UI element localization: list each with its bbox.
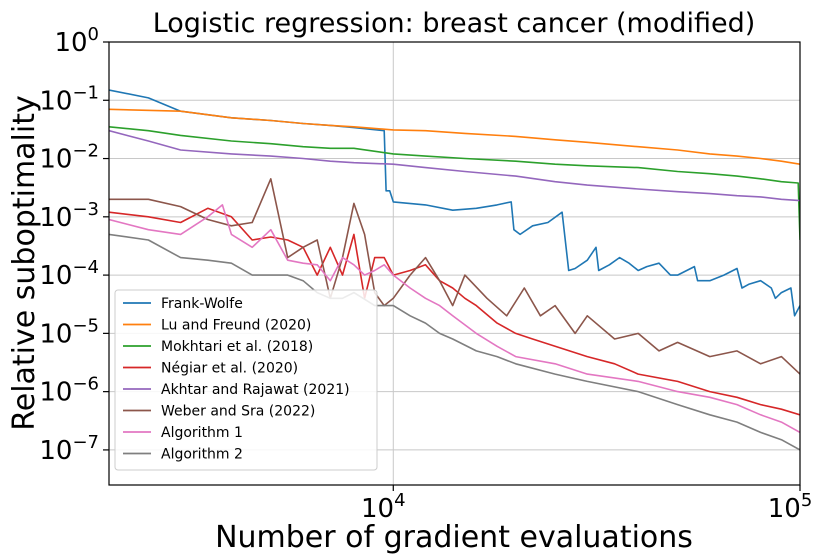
- y-tick-label: 100: [54, 24, 99, 58]
- x-tick-label: 104: [361, 490, 406, 524]
- series-line: [109, 178, 800, 375]
- y-tick-label: 10−3: [39, 199, 99, 233]
- x-axis-label: Number of gradient evaluations: [215, 520, 693, 555]
- legend-label: Akhtar and Rajawat (2021): [161, 382, 350, 398]
- legend-label: Lu and Freund (2020): [161, 318, 311, 334]
- x-tick-label: 105: [768, 490, 813, 524]
- y-tick-label: 10−6: [39, 374, 99, 408]
- chart-title: Logistic regression: breast cancer (modi…: [153, 8, 756, 39]
- legend-box: [114, 289, 378, 471]
- series-layer: [109, 89, 800, 451]
- series-line: [109, 89, 800, 317]
- y-axis-label: Relative suboptimality: [7, 95, 42, 431]
- legend: Frank-Wolfe Lu and Freund (2020) Mokhtari …: [114, 289, 378, 471]
- y-tick-label: 10−7: [39, 432, 99, 466]
- legend-label: Algorithm 1: [161, 425, 243, 441]
- series-line: [109, 204, 800, 434]
- y-tick-label: 10−5: [39, 315, 99, 349]
- legend-label: Algorithm 2: [161, 447, 243, 463]
- tick-layer: 104 105 100 10−1 10−2 10−3 10−4 10−5 10−6 10−7: [39, 24, 812, 524]
- series-line: [109, 108, 800, 165]
- legend-label: Mokhtari et al. (2018): [161, 339, 313, 355]
- series-line: [109, 233, 800, 451]
- plot-frame: [108, 41, 801, 486]
- legend-label: Négiar et al. (2020): [161, 361, 298, 377]
- y-tick-label: 10−1: [39, 82, 99, 116]
- series-line: [109, 207, 800, 416]
- legend-label: Weber and Sra (2022): [161, 404, 315, 420]
- series-line: [109, 129, 800, 202]
- y-tick-label: 10−4: [39, 257, 99, 291]
- legend-label: Frank-Wolfe: [161, 296, 243, 312]
- series-line: [109, 126, 800, 241]
- y-tick-label: 10−2: [39, 141, 99, 175]
